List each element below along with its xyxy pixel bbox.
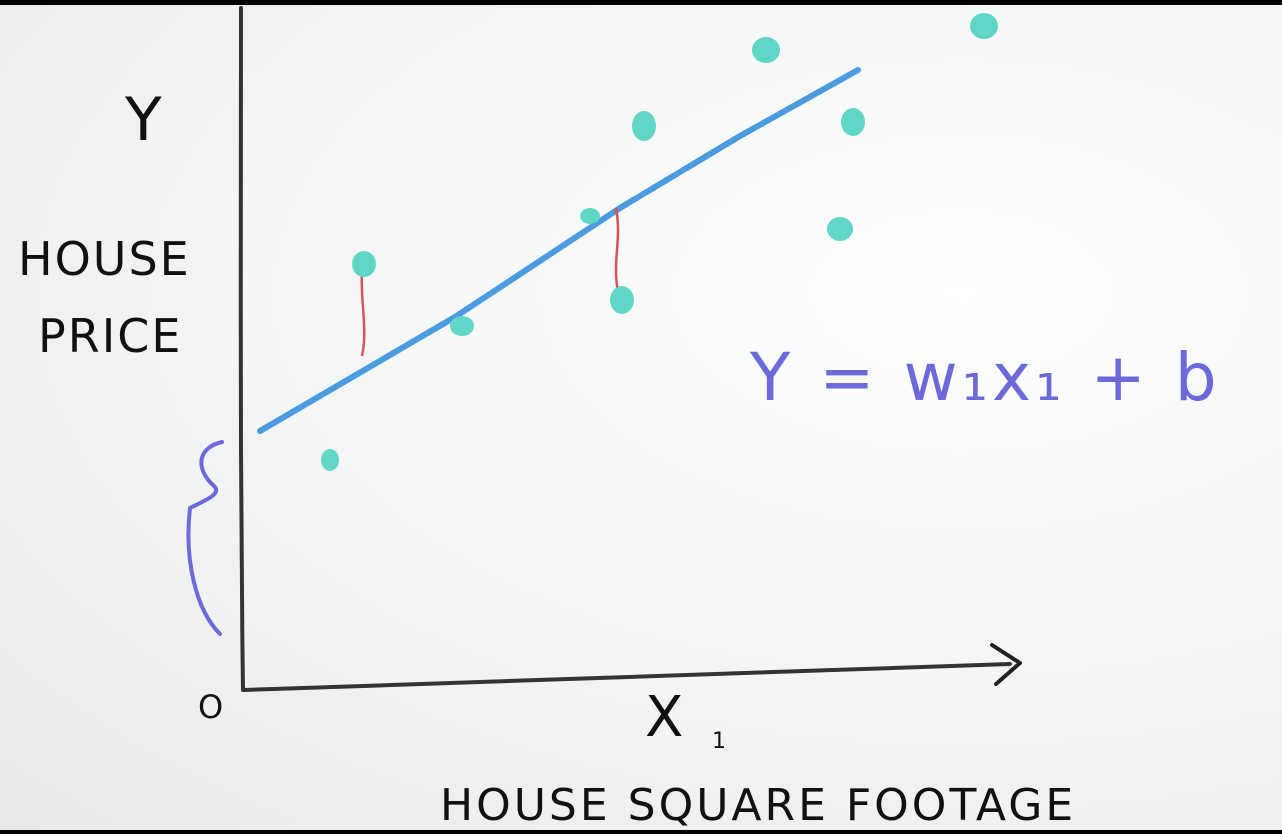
- y-axis-label-price: PRICE: [38, 309, 182, 363]
- data-point: [610, 286, 634, 314]
- x-axis-subscript: 1: [712, 729, 726, 754]
- x-axis: [242, 662, 1012, 692]
- intercept-brace: [186, 440, 224, 636]
- y-axis-symbol: Y: [124, 85, 162, 155]
- data-point: [841, 108, 865, 136]
- residual-line: [360, 269, 366, 357]
- x-axis-arrow-icon: [990, 643, 1022, 686]
- regression-equation: Y = w₁x₁ + b: [749, 339, 1221, 416]
- regression-line: [257, 67, 861, 434]
- data-point: [580, 208, 600, 224]
- data-points: [321, 13, 998, 471]
- data-point: [632, 111, 656, 141]
- data-point: [352, 251, 376, 277]
- x-axis-label: HOUSE SQUARE FOOTAGE: [440, 780, 1076, 831]
- data-point: [321, 449, 339, 471]
- whiteboard: [0, 5, 1282, 830]
- residual-line: [614, 207, 620, 293]
- data-point: [450, 316, 474, 336]
- x-axis-symbol: X: [645, 685, 683, 750]
- data-point: [752, 37, 780, 63]
- data-point: [970, 13, 998, 39]
- y-axis-label-house: HOUSE: [18, 232, 191, 286]
- y-axis: [238, 6, 245, 692]
- data-point: [827, 217, 853, 241]
- origin-label: O: [198, 688, 223, 726]
